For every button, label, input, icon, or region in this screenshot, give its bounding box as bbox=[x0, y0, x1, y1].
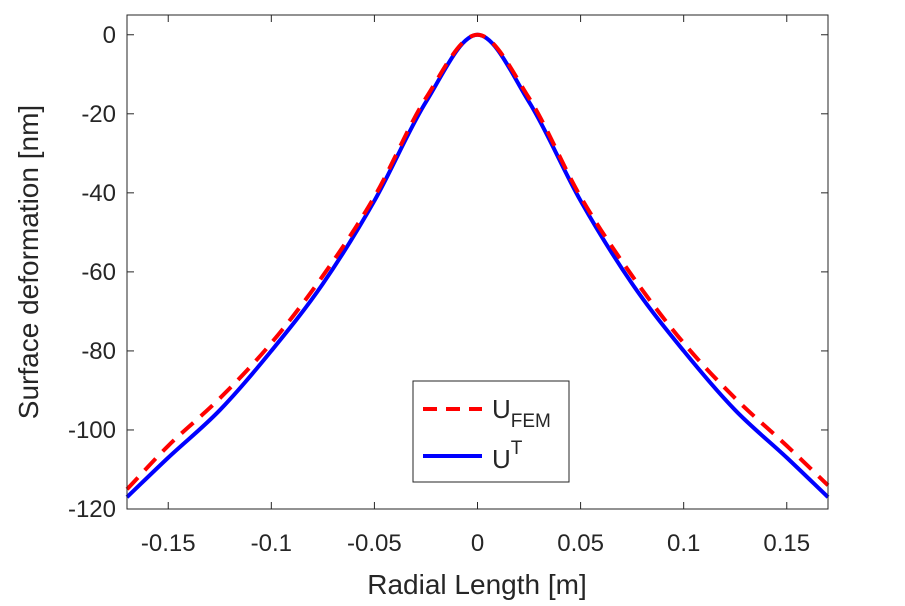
x-tick-label: 0 bbox=[471, 530, 484, 557]
y-axis-label: Surface deformation [nm] bbox=[13, 105, 44, 419]
legend-label-t: UT bbox=[492, 438, 523, 474]
legend-label-t-sup: T bbox=[511, 438, 523, 459]
legend-label-fem: UFEM bbox=[492, 394, 551, 432]
x-tick-label: 0.15 bbox=[763, 530, 810, 557]
x-tick-label: -0.1 bbox=[251, 530, 292, 557]
x-axis-label: Radial Length [m] bbox=[367, 569, 586, 600]
x-tick-label: -0.15 bbox=[141, 530, 196, 557]
y-tick-label: -100 bbox=[68, 417, 116, 444]
y-tick-label: 0 bbox=[103, 22, 116, 49]
x-tick-label: 0.05 bbox=[557, 530, 604, 557]
tick-layer: -0.15 -0.1 -0.05 0 0.05 0.1 0.15 0 -20 -40 -60 -80 -… bbox=[68, 15, 828, 557]
legend-label-t-main: U bbox=[492, 444, 511, 474]
y-tick-label: -80 bbox=[81, 338, 116, 365]
series-line-fem bbox=[125, 32, 830, 491]
legend-box bbox=[412, 380, 570, 483]
y-tick-label: -40 bbox=[81, 180, 116, 207]
legend-label-fem-sub: FEM bbox=[511, 411, 551, 432]
y-tick-label: -60 bbox=[81, 259, 116, 286]
x-tick-label: 0.1 bbox=[667, 530, 700, 557]
y-tick-label: -20 bbox=[81, 101, 116, 128]
x-tick-label: -0.05 bbox=[347, 530, 402, 557]
y-tick-label: -120 bbox=[68, 496, 116, 523]
legend-label-fem-main: U bbox=[492, 394, 511, 424]
legend: UFEM UT bbox=[412, 380, 570, 483]
series-layer bbox=[125, 32, 830, 499]
